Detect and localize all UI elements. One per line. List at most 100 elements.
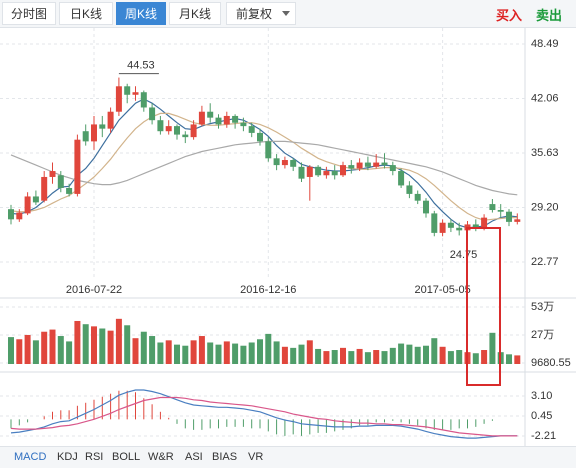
candle-body — [240, 122, 247, 127]
tab[interactable]: 日K线 — [59, 2, 113, 25]
volume-bar — [356, 348, 363, 364]
candle-body — [232, 115, 239, 123]
high-label: 44.53 — [127, 59, 155, 71]
y-tick-label: 42.06 — [531, 92, 559, 104]
candle-body — [49, 171, 56, 177]
candle-body — [257, 132, 263, 142]
candle-body — [364, 162, 371, 167]
volume-bar — [198, 336, 205, 364]
candle-body — [489, 204, 496, 211]
sell-button[interactable]: 卖出 — [536, 8, 563, 23]
volume-bar — [107, 330, 114, 364]
plot-layer: 48.49 42.06 35.63 29.20 22.77 53万 27万 9680.55 3.… — [0, 28, 571, 442]
volume-bar — [290, 347, 297, 364]
moving-average-line — [10, 140, 518, 196]
indicator-tab[interactable]: ASI — [185, 451, 203, 463]
x-tick-label: 2016-07-22 — [66, 284, 122, 296]
buy-button[interactable]: 买入 — [496, 8, 523, 23]
indicator-tab[interactable]: KDJ — [57, 451, 78, 463]
candle-body — [497, 210, 504, 212]
volume-bar — [348, 351, 355, 364]
indicator-tabs: MACD KDJ RSI BOLL W&R ASI BIAS VR — [0, 446, 576, 468]
period-tabs: 分时图 日K线 周K线 月K线 前复权 买入 卖出 — [0, 0, 576, 28]
volume-bar — [398, 343, 405, 364]
candle-body — [472, 224, 479, 228]
candle-body — [447, 222, 454, 228]
volume-bar — [240, 345, 247, 364]
volume-bar — [489, 332, 496, 364]
volume-bar — [323, 351, 330, 364]
candle-body — [406, 185, 413, 194]
candle-body — [165, 126, 172, 132]
candle-body — [57, 175, 64, 188]
candle-body — [273, 158, 280, 166]
indicator-tab[interactable]: BIAS — [212, 451, 238, 463]
tab[interactable]: 分时图 — [2, 2, 56, 25]
tab[interactable]: 周K线 — [116, 2, 166, 25]
candle-body — [41, 176, 48, 201]
candle-body — [323, 171, 330, 176]
volume-bar — [140, 331, 147, 364]
indicator-tab[interactable]: VR — [248, 451, 264, 463]
volume-bar — [215, 344, 222, 364]
candle-body — [265, 141, 272, 159]
volume-bar — [115, 318, 122, 364]
volume-bar — [174, 344, 180, 364]
volume-bar — [207, 342, 214, 364]
candle-body — [481, 217, 488, 228]
volume-bar — [340, 347, 346, 364]
candle-body — [381, 162, 388, 166]
volume-bar — [41, 331, 48, 364]
candle-body — [140, 92, 147, 108]
moving-average-line — [10, 112, 518, 221]
candle-body — [456, 227, 463, 231]
candle-body — [32, 196, 39, 203]
volume-bar — [82, 324, 89, 364]
candle-body — [398, 171, 405, 186]
candle-body — [82, 131, 89, 142]
y-tick-label: 9680.55 — [531, 357, 571, 369]
volume-bar — [423, 345, 429, 364]
y-tick-label: 0.45 — [531, 410, 552, 422]
candle-body — [414, 193, 421, 201]
candle-body — [149, 107, 156, 121]
candle-body — [315, 166, 322, 176]
candle-body — [124, 86, 131, 95]
volume-bar — [406, 344, 413, 364]
candle-body — [132, 92, 139, 95]
volume-bar — [381, 351, 388, 364]
indicator-tab[interactable]: RSI — [85, 451, 104, 463]
candle-body — [24, 196, 31, 214]
candle-body — [99, 124, 106, 129]
candle-body — [66, 187, 73, 194]
volume-bar — [74, 320, 81, 364]
volume-bar — [331, 350, 338, 364]
volume-bar — [99, 328, 106, 364]
dropdown-arrow — [282, 11, 290, 16]
volume-bar — [506, 354, 512, 364]
volume-bar — [182, 345, 189, 364]
indicator-tab[interactable]: BOLL — [112, 451, 141, 463]
volume-bar — [91, 326, 97, 364]
indicator-tab[interactable]: W&R — [148, 451, 174, 463]
volume-bar — [157, 342, 164, 364]
volume-bar — [447, 351, 454, 364]
candle-body — [290, 160, 297, 167]
volume-bar — [414, 346, 421, 364]
volume-bar — [16, 339, 23, 364]
candle-body — [373, 162, 380, 167]
indicator-tab[interactable]: MACD — [14, 451, 47, 463]
x-tick-label: 2017-05-05 — [414, 284, 470, 296]
volume-bar — [472, 353, 479, 364]
y-tick-label: 48.49 — [531, 38, 559, 50]
macd-line — [10, 396, 518, 437]
candle-body — [248, 126, 255, 133]
tab[interactable]: 前复权 — [226, 2, 296, 25]
volume-bar — [66, 341, 73, 364]
y-tick-label: 3.10 — [531, 390, 552, 402]
tab[interactable]: 月K线 — [169, 2, 221, 25]
candle-body — [115, 86, 122, 112]
candle-body — [439, 222, 446, 233]
candle-body — [198, 111, 205, 125]
